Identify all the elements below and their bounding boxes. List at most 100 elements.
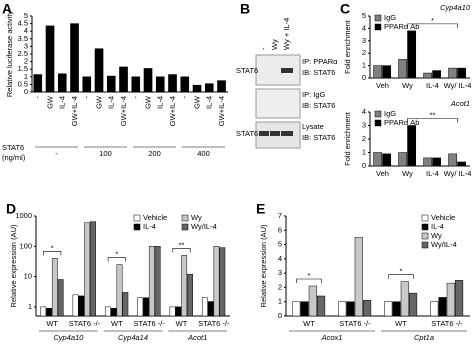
x-tick-label: IL-4 <box>107 96 116 109</box>
bar <box>84 222 91 317</box>
y-tick-label: 2 <box>278 282 282 291</box>
x-tick-label: - <box>33 96 42 99</box>
group-label: Acox1 <box>321 333 343 342</box>
bar <box>40 306 47 317</box>
bar <box>57 73 67 93</box>
legend-swatch <box>181 214 189 222</box>
bar <box>430 301 439 317</box>
x-tick-label: STAT6 -/- <box>431 319 463 328</box>
y-axis-label: Fold enrichment <box>343 111 352 166</box>
bar <box>373 65 383 79</box>
group-label: 400 <box>197 149 210 158</box>
bar <box>131 76 141 93</box>
x-tick-label: Wy <box>402 169 413 178</box>
panel-label: C <box>340 1 350 17</box>
bar <box>363 300 372 317</box>
x-tick-label: GW <box>45 95 54 109</box>
bar <box>354 237 363 317</box>
bar <box>119 66 128 93</box>
y-axis-label: Fold enrichment <box>343 19 352 74</box>
panel-b: B - Wy Wy + IL-4 IP: PPARα IB: STAT6 IP:… <box>236 1 338 149</box>
x-tick-label: - <box>82 96 91 99</box>
significance-bracket <box>407 23 458 28</box>
legend-swatch <box>374 14 382 22</box>
y-tick-label: 1 <box>24 72 28 81</box>
legend-swatch <box>374 23 382 31</box>
bar <box>423 157 433 167</box>
y-tick-label: 0 <box>24 87 28 96</box>
significance-label: * <box>51 243 54 252</box>
legend-swatch <box>133 214 141 222</box>
bar <box>432 70 442 79</box>
bar <box>180 76 190 93</box>
y-axis-label: Relative expression (AU) <box>9 224 18 307</box>
row-label: STAT6 <box>236 129 258 138</box>
x-tick-label: Wy <box>402 81 413 90</box>
bar <box>116 264 123 317</box>
x-tick-label: Wy/ IL-4 <box>444 169 472 178</box>
bar <box>407 125 417 167</box>
bar <box>398 152 408 167</box>
x-tick-label: IL-4 <box>426 169 439 178</box>
x-tick-label: STAT6 -/- <box>198 319 230 328</box>
significance-bracket <box>407 118 458 123</box>
bar <box>423 72 433 79</box>
legend-label: Wy <box>191 213 202 222</box>
bar <box>292 301 301 317</box>
bar <box>446 282 455 317</box>
significance-bracket <box>172 248 191 253</box>
bar <box>175 306 182 317</box>
bar <box>217 80 226 93</box>
bar <box>143 297 149 317</box>
bar <box>33 74 43 93</box>
group-label: 200 <box>148 149 161 158</box>
y-tick-label: 5 <box>362 11 366 20</box>
legend-label: Wy <box>431 231 442 240</box>
significance-label: * <box>115 250 118 259</box>
x-tick-label: WT <box>111 319 123 328</box>
group-label: Cpt1a <box>414 333 434 342</box>
legend-swatch <box>421 223 429 231</box>
legend-swatch <box>133 223 141 231</box>
y-tick-label: 4 <box>362 107 366 116</box>
x-tick-label: WT <box>395 319 407 328</box>
y-tick-label: 1 <box>278 297 282 306</box>
y-tick-label: 1.5 <box>18 64 28 73</box>
bar <box>192 84 202 93</box>
bar <box>94 48 104 93</box>
x-tick-label: WT <box>176 319 188 328</box>
group-axis-label: (ng/ml) <box>2 153 26 162</box>
bar <box>168 74 177 93</box>
bar <box>155 76 165 93</box>
significance-label: ** <box>430 110 436 119</box>
y-tick-label: 3 <box>362 120 366 129</box>
bar <box>398 59 408 79</box>
bar <box>187 273 193 317</box>
bar <box>70 23 79 93</box>
row-label: STAT6 <box>236 66 258 75</box>
legend-label: IgG <box>384 13 396 22</box>
bar <box>317 295 326 317</box>
bar <box>448 153 458 167</box>
legend-swatch <box>181 223 189 231</box>
x-tick-label: IL-4 <box>58 96 67 109</box>
panel-label: B <box>240 1 250 17</box>
y-tick-label: 0 <box>362 73 366 82</box>
bar <box>213 246 220 317</box>
significance-bracket <box>296 278 322 283</box>
bar <box>51 258 58 317</box>
x-tick-label: IL-4 <box>205 96 214 109</box>
bar <box>457 161 467 167</box>
x-tick-label: - <box>180 96 189 99</box>
significance-label: * <box>400 267 403 276</box>
blot-label: IB: STAT6 <box>302 68 335 77</box>
bar <box>400 281 409 317</box>
significance-label: * <box>431 16 434 25</box>
blot-band <box>281 68 293 73</box>
blot-label: IP: PPARα <box>302 57 338 66</box>
group-axis-label: STAT6 <box>2 143 24 152</box>
bar <box>409 292 418 317</box>
bar <box>122 292 129 317</box>
y-tick-label: 0 <box>278 311 282 320</box>
